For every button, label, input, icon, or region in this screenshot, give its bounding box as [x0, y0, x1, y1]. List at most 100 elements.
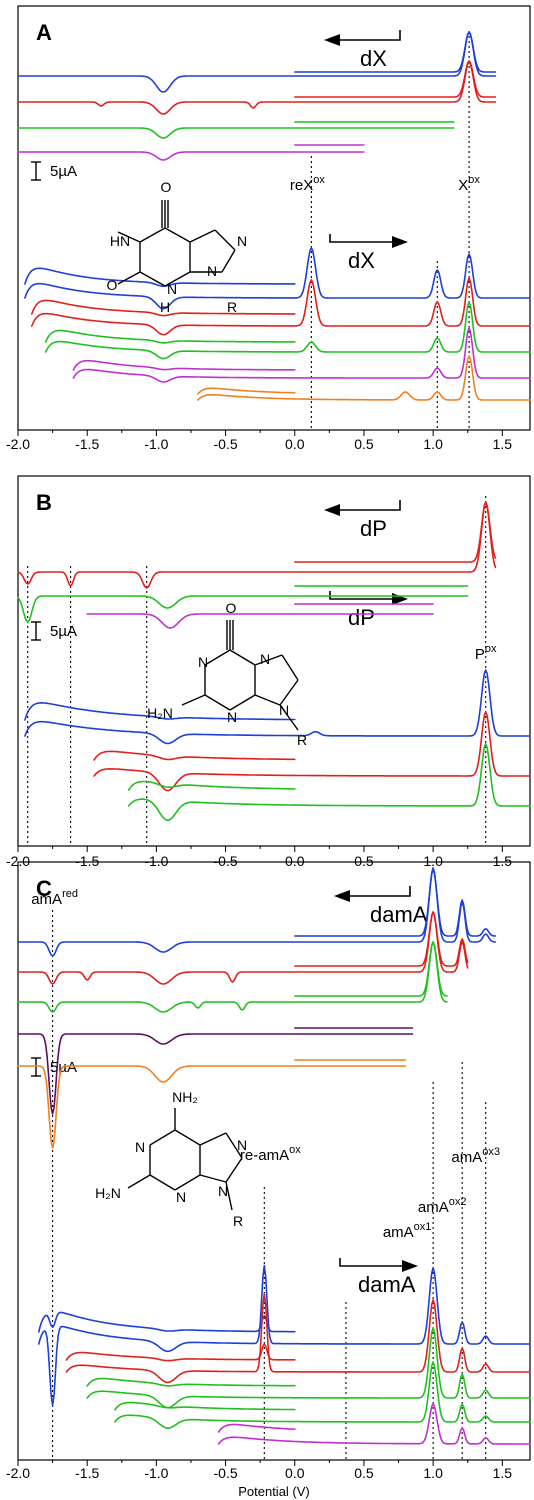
atom-label: N — [279, 702, 289, 718]
forward-trace — [65, 1292, 531, 1384]
x-tick-label: -2.0 — [6, 853, 30, 869]
ring-bonds — [127, 1108, 243, 1211]
forward-trace-cycle — [31, 299, 296, 317]
peak-label: Pox — [475, 643, 497, 663]
atom-label: H₂N — [95, 1185, 121, 1201]
atom-label: N — [237, 1137, 247, 1153]
reverse-trace — [17, 595, 469, 623]
scan-label: dP — [360, 516, 387, 541]
reverse-trace — [17, 941, 448, 1013]
forward-trace — [24, 669, 531, 745]
scan-label: dX — [360, 46, 387, 71]
atom-label: N — [218, 1183, 228, 1199]
atom-label: R — [227, 299, 237, 315]
arrowhead — [324, 504, 340, 516]
arrow-shaft — [329, 234, 392, 243]
reverse-trace — [86, 613, 434, 629]
scan-label: dX — [348, 248, 375, 273]
scale-bar-label: 5µA — [50, 623, 77, 640]
forward-trace — [217, 1403, 531, 1445]
panel-B: -2.0 -1.5 -1.0 -0.5 0.0 0.5 1.0 1.5 B 5µA dP dP Pox — [6, 475, 531, 869]
atom-label: O — [107, 277, 118, 293]
forward-trace — [38, 1264, 531, 1406]
x-tick-label: 0.0 — [285, 853, 305, 869]
atom-label: N — [198, 654, 208, 670]
arrow-shaft — [338, 500, 401, 511]
x-tick-label: 1.5 — [493, 436, 513, 452]
atom-label: HN — [110, 233, 130, 249]
reverse-trace — [17, 127, 455, 139]
peak-label: amAox2 — [418, 1196, 467, 1216]
arrow-shaft — [339, 1258, 402, 1267]
atom-label: O — [226, 600, 237, 616]
ring-bonds — [117, 200, 236, 287]
peak-label: Xox — [458, 174, 480, 194]
forward-scan-arrow: dX — [329, 234, 408, 273]
reverse-trace-cycle — [294, 911, 469, 967]
traces — [17, 501, 531, 822]
forward-scan-arrow: dP — [329, 591, 408, 630]
ring-bonds — [181, 620, 299, 731]
arrow-shaft — [329, 591, 392, 600]
atom-label: N — [176, 1189, 186, 1205]
panel-letter: C — [36, 876, 52, 901]
peak-label: reXox — [290, 174, 325, 194]
panel-letter: A — [36, 20, 52, 45]
forward-trace-cycle — [114, 1401, 296, 1411]
x-tick-label: -1.5 — [75, 853, 99, 869]
x-tick-label: -1.0 — [144, 853, 168, 869]
traces — [17, 31, 531, 401]
reverse-trace-cycle — [294, 501, 497, 563]
panel-C: -2.0 -1.5 -1.0 -0.5 0.0 0.5 1.0 1.5C5µAdamAdamA… — [6, 861, 531, 1499]
reverse-scan-arrow: dX — [324, 30, 401, 71]
atom-label: N — [227, 709, 237, 725]
reverse-trace — [17, 31, 497, 93]
x-tick-label: -1.5 — [75, 436, 99, 452]
x-axis-label: Potential (V) — [238, 1484, 310, 1499]
reverse-trace-cycle — [294, 941, 448, 997]
reverse-trace-cycle — [294, 868, 497, 937]
scan-label: dP — [348, 605, 375, 630]
peak-label: re-amAox — [240, 1144, 301, 1164]
x-tick-label: -1.0 — [144, 1465, 168, 1481]
x-tick-label: 1.5 — [493, 1465, 513, 1481]
panel-frame — [17, 5, 531, 431]
x-tick-label: 0.0 — [285, 1465, 305, 1481]
reverse-trace — [17, 61, 497, 115]
reverse-trace — [17, 911, 469, 985]
forward-scan-arrow: damA — [339, 1258, 418, 1297]
peak-label: amAox3 — [451, 1146, 500, 1166]
atom-label: NH₂ — [172, 1089, 198, 1105]
reverse-trace — [17, 867, 497, 957]
reverse-scan-arrow: damA — [334, 886, 428, 927]
forward-trace — [24, 247, 531, 310]
scan-label: damA — [358, 1272, 416, 1297]
forward-trace-cycle — [38, 1311, 296, 1333]
arrowhead — [324, 34, 340, 46]
atom-label: N — [260, 651, 270, 667]
carbonyl-bond — [161, 200, 169, 228]
arrowhead — [334, 890, 350, 902]
carbonyl-bond — [226, 620, 234, 650]
arrow-shaft — [348, 886, 411, 897]
arrowhead — [392, 236, 408, 248]
forward-trace — [44, 301, 531, 360]
atom-label: N — [167, 281, 177, 297]
reverse-trace — [17, 1065, 407, 1149]
atom-label: N — [237, 233, 247, 249]
arrow-shaft — [338, 30, 401, 41]
x-tick-label: -0.5 — [214, 853, 238, 869]
reverse-trace — [17, 1033, 414, 1115]
forward-trace-cycle — [65, 1343, 296, 1362]
reverse-trace-cycle — [294, 31, 497, 73]
arrowhead — [402, 1260, 418, 1272]
forward-trace-cycle — [72, 359, 296, 371]
x-tick-label: 0.5 — [354, 853, 374, 869]
forward-trace — [93, 711, 531, 792]
forward-trace-cycle — [217, 1423, 296, 1433]
scan-label: damA — [370, 902, 428, 927]
scale-bar-label: 5µA — [50, 163, 77, 180]
